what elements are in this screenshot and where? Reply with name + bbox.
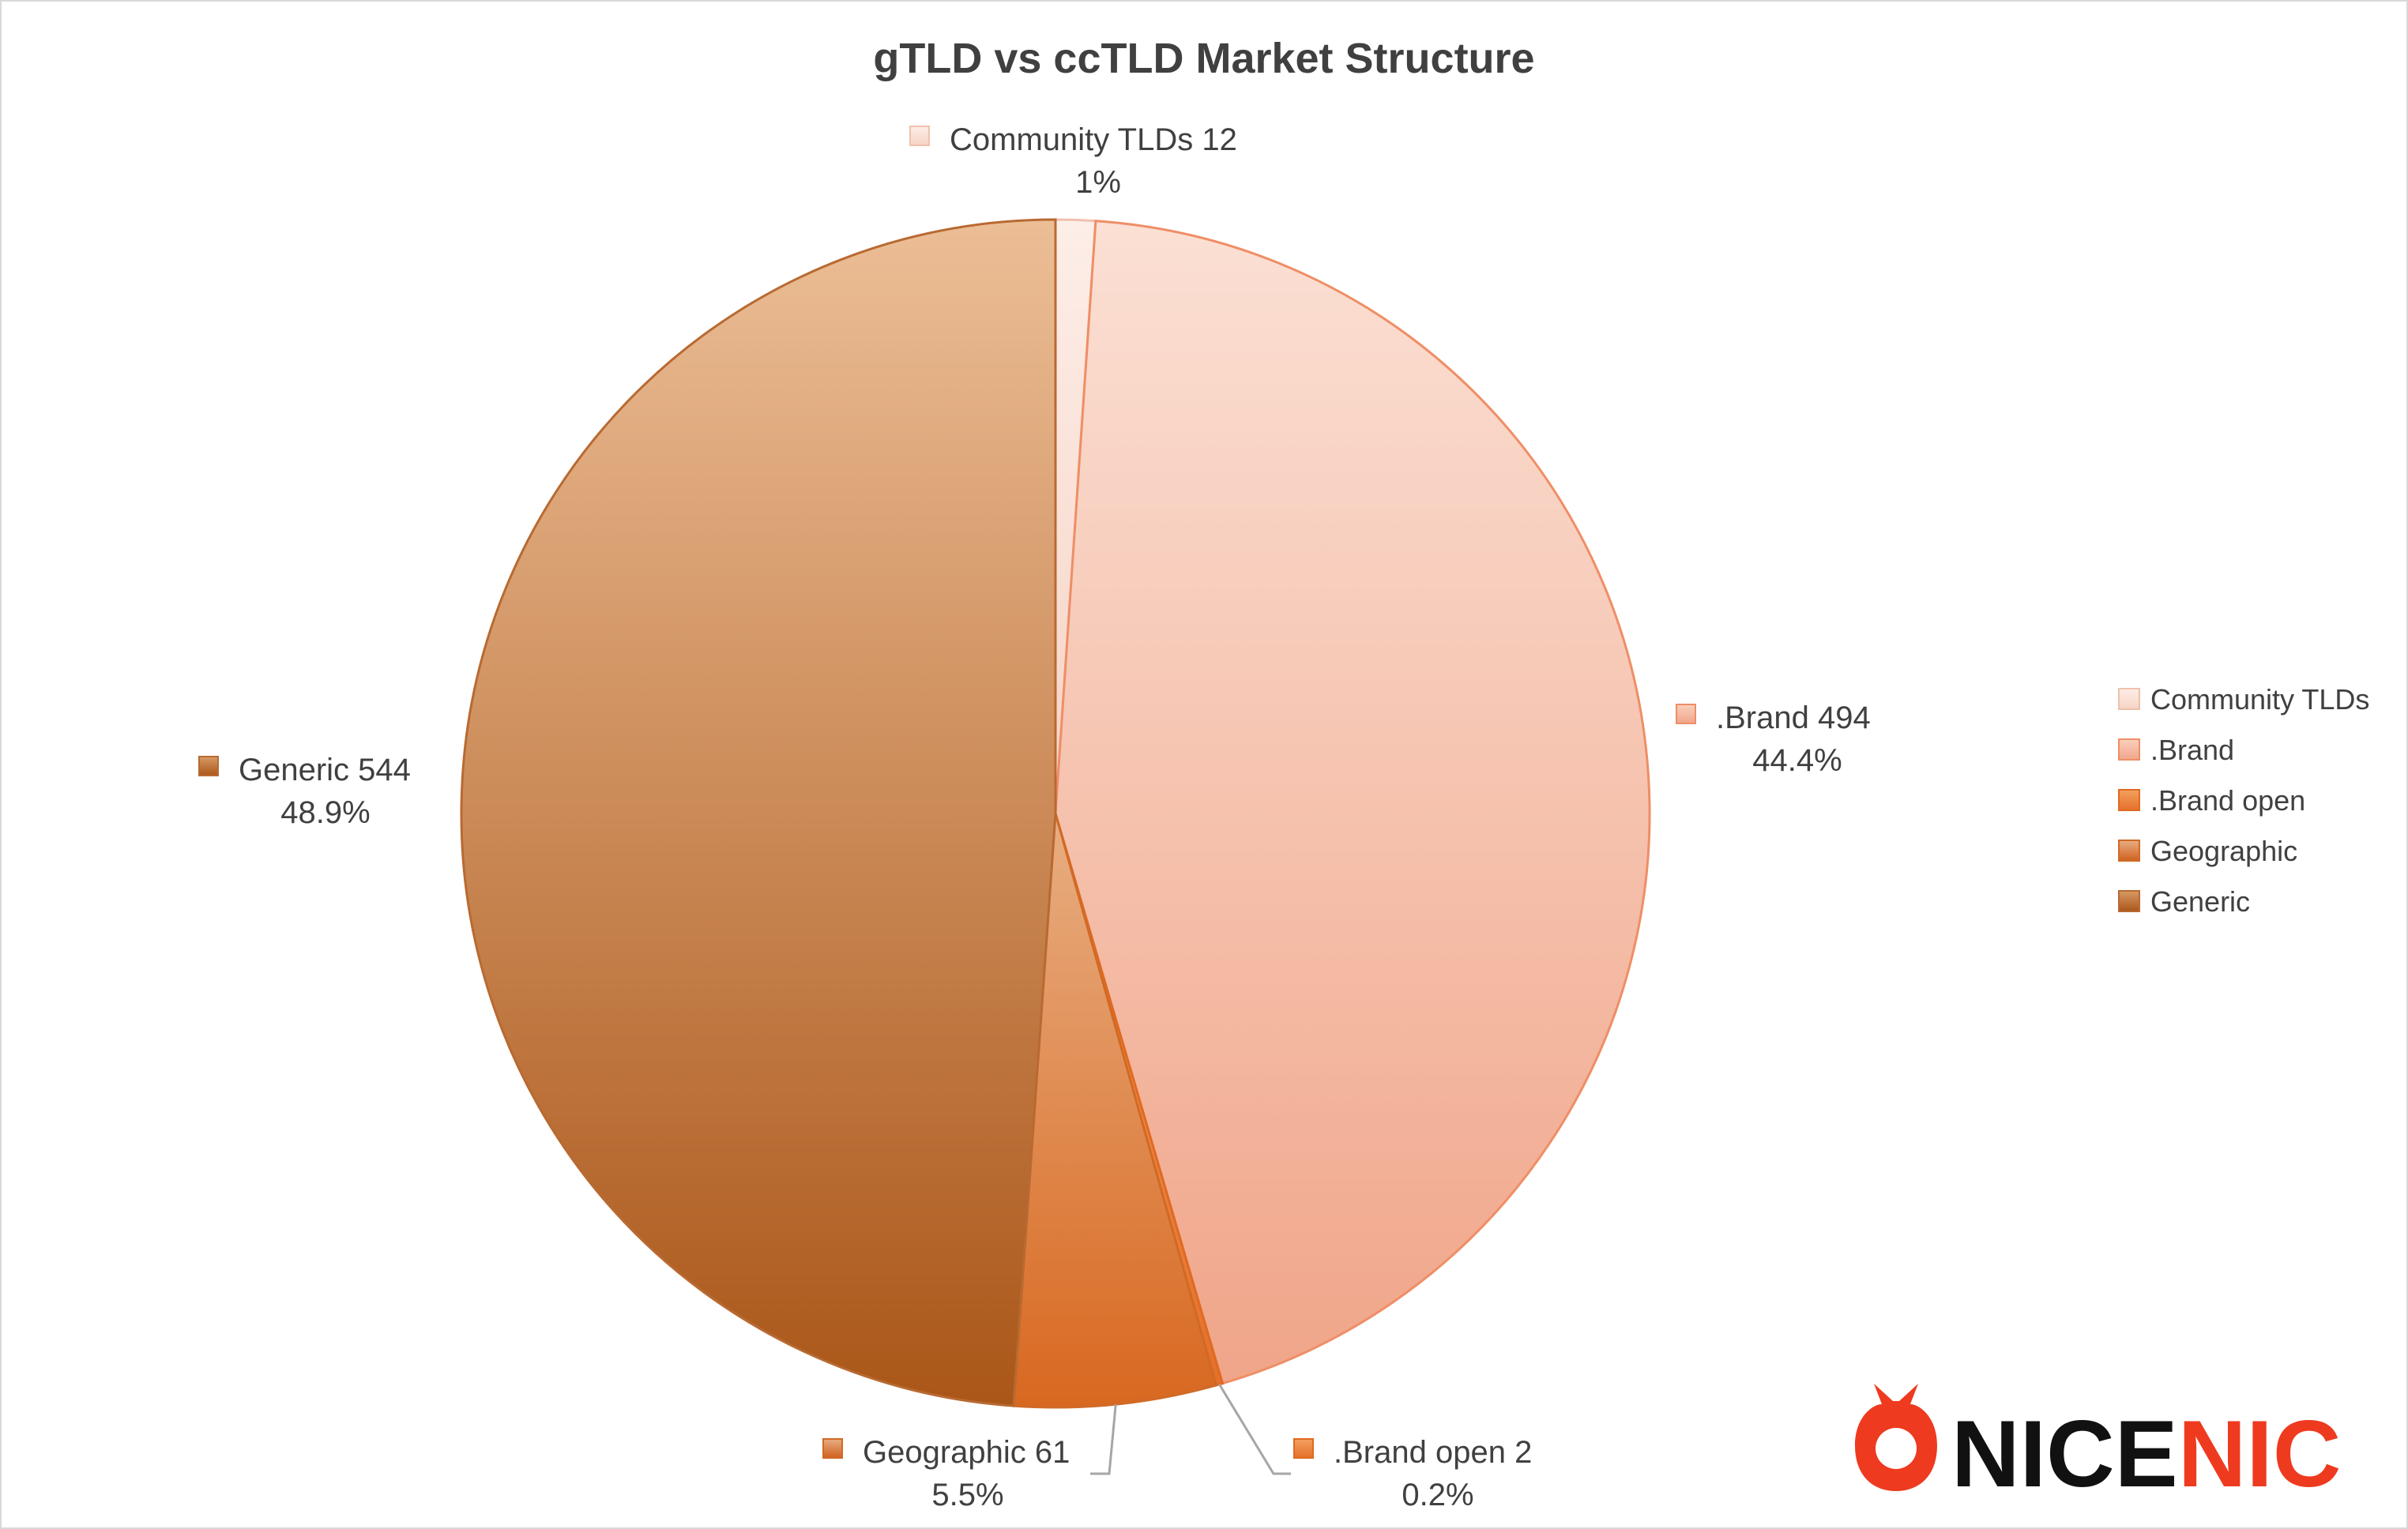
legend-swatch-community-tlds bbox=[2118, 688, 2140, 710]
legend-label-generic: Generic bbox=[2150, 885, 2250, 918]
data-label-key-community-tlds bbox=[909, 126, 930, 146]
pie-slice-brand bbox=[1054, 220, 1651, 1385]
leader-lines bbox=[1090, 1384, 1291, 1475]
leader-line-brand-open bbox=[1218, 1384, 1291, 1475]
legend-label-community-tlds: Community TLDs bbox=[2150, 683, 2369, 716]
legend-label-brand-open: .Brand open bbox=[2150, 784, 2305, 817]
legend-swatch-brand-open bbox=[2118, 789, 2140, 811]
logo-text-dark: NICE bbox=[1951, 1401, 2178, 1507]
data-label-key-brand bbox=[1676, 704, 1696, 724]
legend: Community TLDs .Brand .Brand open Geographi… bbox=[2118, 683, 2369, 918]
legend-swatch-brand bbox=[2118, 738, 2140, 761]
data-labels: Community TLDs 12 1% .Brand 494 44.4% .Brand… bbox=[198, 122, 1871, 1512]
data-label-key-generic bbox=[198, 756, 219, 776]
legend-label-geographic: Geographic bbox=[2150, 835, 2297, 867]
data-label-percent-community-tlds: 1% bbox=[1075, 165, 1121, 200]
legend-swatch-generic bbox=[2118, 890, 2140, 912]
leader-line-geographic bbox=[1090, 1403, 1117, 1475]
pie-slices bbox=[460, 218, 1651, 1409]
nicenic-logo: NICENIC bbox=[1855, 1384, 2341, 1507]
data-label-percent-generic: 48.9% bbox=[280, 795, 370, 830]
data-label-key-geographic bbox=[822, 1438, 843, 1459]
data-label-geographic: Geographic 61 bbox=[863, 1435, 1070, 1470]
pie-slice-generic bbox=[460, 218, 1057, 1407]
legend-swatch-geographic bbox=[2118, 840, 2140, 862]
data-label-percent-geographic: 5.5% bbox=[931, 1478, 1003, 1512]
data-label-percent-brand-open: 0.2% bbox=[1402, 1478, 1473, 1512]
cat-icon bbox=[1855, 1384, 1937, 1491]
chart-title: gTLD vs ccTLD Market Structure bbox=[873, 35, 1534, 82]
data-label-community-tlds: Community TLDs 12 bbox=[950, 122, 1237, 157]
data-label-brand: .Brand 494 bbox=[1716, 701, 1871, 735]
logo-text-accent: NIC bbox=[2178, 1401, 2342, 1507]
data-label-key-brand-open bbox=[1293, 1438, 1314, 1459]
data-label-brand-open: .Brand open 2 bbox=[1334, 1435, 1532, 1470]
data-label-generic: Generic 544 bbox=[239, 753, 411, 787]
logo-text: NICENIC bbox=[1951, 1401, 2341, 1507]
legend-label-brand: .Brand bbox=[2150, 734, 2234, 766]
data-label-percent-brand: 44.4% bbox=[1752, 743, 1842, 778]
cat-icon-face bbox=[1876, 1428, 1917, 1469]
